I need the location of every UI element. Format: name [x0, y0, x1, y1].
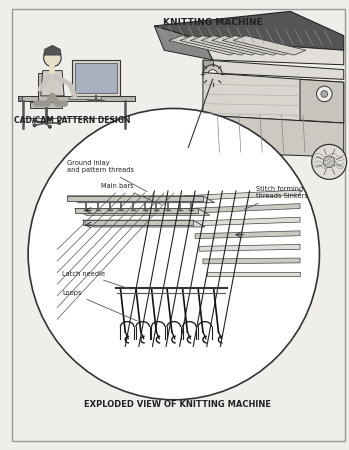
Polygon shape — [203, 115, 344, 157]
Polygon shape — [82, 220, 205, 227]
Text: Loops: Loops — [62, 290, 137, 321]
Polygon shape — [75, 63, 118, 93]
Circle shape — [312, 144, 347, 180]
Polygon shape — [203, 40, 344, 65]
Text: Main bars: Main bars — [101, 183, 162, 204]
Polygon shape — [203, 60, 213, 72]
Polygon shape — [82, 220, 193, 225]
Text: EXPLODED VIEW OF KNITTING MACHINE: EXPLODED VIEW OF KNITTING MACHINE — [84, 400, 271, 410]
Circle shape — [203, 65, 222, 84]
Polygon shape — [184, 190, 300, 201]
Polygon shape — [190, 36, 263, 55]
Circle shape — [317, 86, 332, 102]
Polygon shape — [195, 231, 300, 238]
Text: KNITTING MACHINE: KNITTING MACHINE — [163, 18, 262, 27]
Polygon shape — [203, 60, 344, 79]
Circle shape — [33, 119, 36, 122]
Polygon shape — [187, 204, 300, 213]
Polygon shape — [169, 36, 242, 55]
Polygon shape — [67, 196, 215, 202]
Circle shape — [44, 49, 61, 67]
Circle shape — [58, 122, 61, 125]
Text: Stitch forming
threads Sinkers: Stitch forming threads Sinkers — [244, 186, 308, 209]
Polygon shape — [191, 217, 300, 226]
Polygon shape — [18, 96, 22, 101]
Polygon shape — [75, 208, 198, 213]
Polygon shape — [69, 96, 101, 99]
Circle shape — [33, 124, 36, 127]
Text: Ground inlay
and pattern threads: Ground inlay and pattern threads — [67, 160, 147, 192]
Polygon shape — [207, 272, 300, 276]
Polygon shape — [201, 36, 274, 55]
Circle shape — [48, 117, 52, 121]
Text: CAD/CAM PATTERN DESIGN: CAD/CAM PATTERN DESIGN — [14, 115, 130, 124]
Polygon shape — [72, 60, 120, 96]
FancyBboxPatch shape — [12, 9, 345, 441]
Circle shape — [323, 156, 335, 168]
Circle shape — [321, 90, 328, 97]
Polygon shape — [211, 36, 284, 55]
Polygon shape — [154, 26, 213, 60]
Polygon shape — [75, 208, 210, 215]
Polygon shape — [38, 72, 55, 101]
Circle shape — [208, 70, 217, 79]
Text: Latch needle: Latch needle — [62, 270, 131, 289]
Polygon shape — [67, 196, 203, 201]
Polygon shape — [300, 79, 344, 123]
Polygon shape — [41, 71, 64, 96]
Polygon shape — [199, 244, 300, 251]
Polygon shape — [233, 36, 306, 55]
Polygon shape — [18, 96, 135, 101]
Polygon shape — [30, 102, 62, 108]
Polygon shape — [154, 11, 344, 50]
Polygon shape — [44, 45, 61, 55]
Circle shape — [28, 108, 319, 400]
Polygon shape — [222, 36, 295, 55]
Circle shape — [48, 125, 52, 129]
Polygon shape — [180, 36, 252, 55]
Polygon shape — [203, 258, 300, 264]
Polygon shape — [203, 72, 344, 123]
